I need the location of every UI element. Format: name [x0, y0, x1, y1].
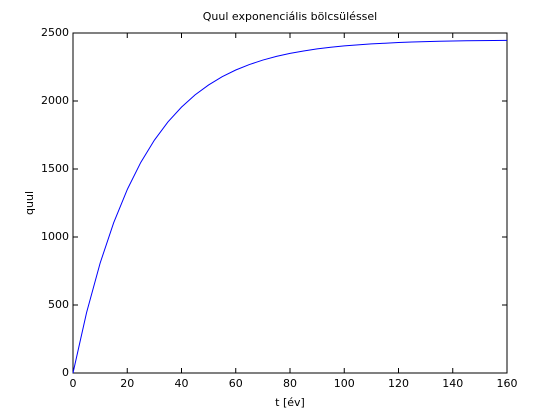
x-tick-label: 100 [334, 377, 355, 390]
y-axis-label: quul [23, 191, 36, 215]
y-tick-label: 500 [48, 298, 69, 311]
x-tick-label: 140 [442, 377, 463, 390]
y-tick-label: 0 [62, 366, 69, 379]
y-tick-label: 1500 [41, 162, 69, 175]
chart-title: Quul exponenciális bölcsüléssel [203, 10, 377, 23]
x-tick-label: 40 [175, 377, 189, 390]
y-tick-label: 2000 [41, 94, 69, 107]
x-tick-label: 0 [70, 377, 77, 390]
x-axis-label: t [év] [275, 396, 305, 409]
x-tick-label: 20 [120, 377, 134, 390]
x-tick-label: 120 [388, 377, 409, 390]
x-tick-label: 160 [497, 377, 518, 390]
y-tick-label: 2500 [41, 26, 69, 39]
y-tick-label: 1000 [41, 230, 69, 243]
x-tick-label: 60 [229, 377, 243, 390]
x-tick-label: 80 [283, 377, 297, 390]
data-line [72, 39, 508, 374]
